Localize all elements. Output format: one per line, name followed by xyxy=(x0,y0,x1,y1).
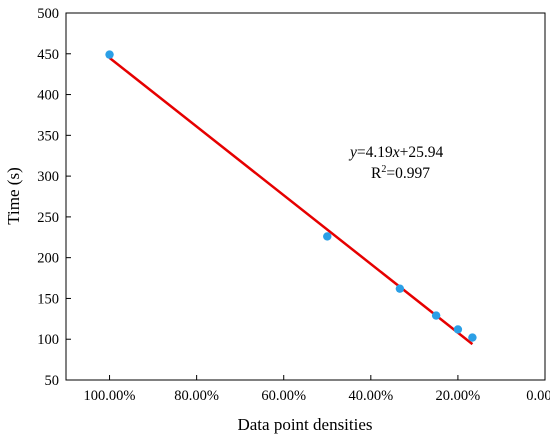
data-point xyxy=(468,333,477,342)
equation-intercept: +25.94 xyxy=(400,144,444,161)
y-tick-label: 100 xyxy=(37,332,59,348)
x-tick-label: 80.00% xyxy=(174,388,219,404)
y-tick-label: 400 xyxy=(37,88,59,104)
x-tick-label: 60.00% xyxy=(261,388,306,404)
x-tick-label: 40.00% xyxy=(348,388,393,404)
y-axis-title: Time (s) xyxy=(4,167,23,224)
y-tick-label: 250 xyxy=(37,210,59,226)
data-point xyxy=(453,325,463,334)
r2-superscript: 2 xyxy=(381,164,386,175)
y-tick-label: 50 xyxy=(45,373,60,389)
x-tick-label: 0.00% xyxy=(526,388,550,404)
equation-slope: =4.19 xyxy=(357,144,393,161)
x-tick-label: 20.00% xyxy=(436,388,481,404)
r2-label: R xyxy=(371,165,382,182)
fit-line xyxy=(108,56,474,346)
y-tick-group: 50 100 150 200 250 300 350 400 450 500 xyxy=(37,6,71,389)
equation-y-var: y xyxy=(348,144,357,161)
data-point xyxy=(431,311,441,320)
x-tick-group: 100.00% 80.00% 60.00% 40.00% 20.00% 0.00% xyxy=(84,375,550,404)
y-tick-label: 350 xyxy=(37,128,59,144)
data-point xyxy=(323,232,332,241)
equation-annotation: y=4.19x+25.94 xyxy=(348,144,444,161)
x-axis-title: Data point densities xyxy=(237,415,372,434)
y-tick-label: 300 xyxy=(37,169,59,185)
data-points xyxy=(105,50,477,342)
r2-annotation: R2=0.997 xyxy=(371,164,430,182)
r2-value: =0.997 xyxy=(386,165,430,182)
equation-x-var: x xyxy=(392,144,400,161)
y-tick-label: 150 xyxy=(37,291,59,307)
x-tick-label: 100.00% xyxy=(84,388,136,404)
data-point xyxy=(105,50,114,59)
plot-frame xyxy=(65,12,546,381)
y-tick-label: 200 xyxy=(37,251,59,267)
y-tick-label: 500 xyxy=(37,6,59,22)
data-point xyxy=(395,284,405,293)
y-tick-label: 450 xyxy=(37,47,59,63)
